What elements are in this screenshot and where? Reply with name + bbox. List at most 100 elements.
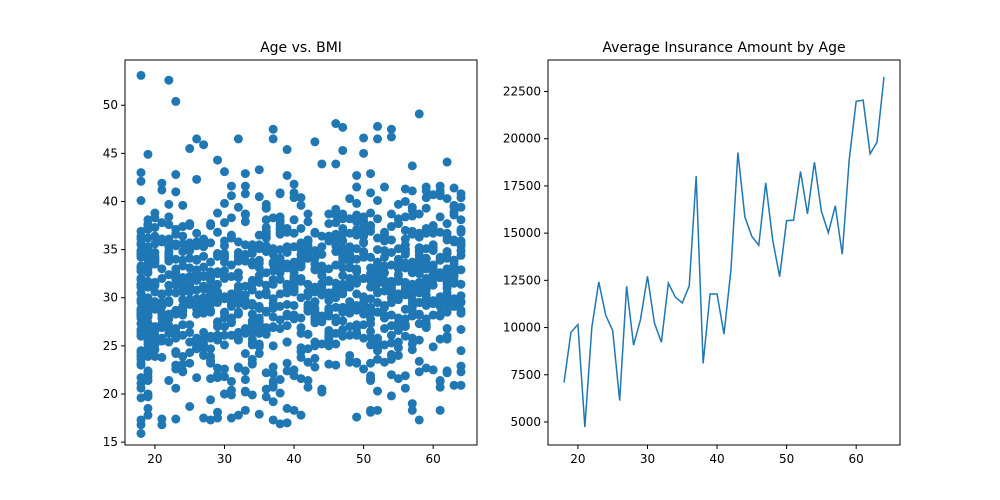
scatter-point (442, 299, 452, 309)
scatter-point (164, 212, 174, 222)
scatter-point (268, 397, 278, 407)
scatter-point (386, 222, 396, 232)
scatter-point (303, 279, 313, 289)
scatter-point (303, 291, 313, 301)
scatter-point (178, 295, 188, 305)
scatter-point (268, 312, 278, 322)
scatter-point (219, 198, 229, 208)
scatter-point (268, 124, 278, 134)
scatter-point (143, 221, 153, 231)
scatter-point (400, 184, 410, 194)
scatter-point (143, 350, 153, 360)
scatter-point (206, 257, 216, 267)
scatter-point (379, 357, 389, 367)
scatter-point (296, 238, 306, 248)
scatter-point (414, 310, 424, 320)
scatter-point (449, 207, 459, 217)
scatter-point (171, 254, 181, 264)
scatter-point (407, 399, 417, 409)
scatter-point (185, 253, 195, 263)
scatter-point (199, 308, 209, 318)
scatter-point (317, 315, 327, 325)
scatter-point (171, 229, 181, 239)
scatter-point (199, 234, 209, 244)
scatter-point (338, 223, 348, 233)
scatter-point (449, 183, 459, 193)
scatter-point (261, 306, 271, 316)
scatter-point (359, 364, 369, 374)
scatter-point (143, 366, 153, 376)
scatter-point (185, 287, 195, 297)
scatter-point (296, 410, 306, 420)
scatter-point (240, 240, 250, 250)
scatter-point (386, 338, 396, 348)
scatter-point (296, 223, 306, 233)
scatter-point (275, 375, 285, 385)
scatter-point (219, 218, 229, 228)
line-y-tick-label: 10000 (503, 321, 541, 335)
scatter-point (386, 321, 396, 331)
scatter-point (233, 268, 243, 278)
scatter-point (393, 350, 403, 360)
scatter-point (310, 282, 320, 292)
scatter-point (171, 414, 181, 424)
scatter-point (386, 132, 396, 142)
scatter-point (366, 376, 376, 386)
scatter-point (421, 193, 431, 203)
scatter-point (136, 176, 146, 186)
scatter-point (324, 359, 334, 369)
scatter-point (192, 294, 202, 304)
scatter-point (199, 413, 209, 423)
scatter-point (233, 307, 243, 317)
scatter-point (407, 226, 417, 236)
scatter-point (393, 199, 403, 209)
scatter-point (338, 316, 348, 326)
scatter-point (435, 311, 445, 321)
scatter-point (226, 181, 236, 191)
scatter-point (150, 254, 160, 264)
scatter-point (261, 241, 271, 251)
scatter-point (143, 327, 153, 337)
scatter-point (261, 368, 271, 378)
scatter-point (393, 254, 403, 264)
scatter-y-tick-label: 15 (103, 435, 118, 449)
scatter-plot-frame (124, 59, 478, 446)
scatter-point (303, 217, 313, 227)
scatter-point (185, 402, 195, 411)
scatter-point (317, 249, 327, 259)
scatter-point (317, 159, 327, 169)
scatter-point (331, 236, 341, 246)
scatter-point (428, 190, 438, 200)
scatter-point (310, 362, 320, 372)
scatter-point (136, 246, 146, 256)
scatter-point (171, 239, 181, 249)
scatter-point (136, 298, 146, 308)
scatter-point (213, 155, 223, 165)
scatter-point (213, 279, 223, 289)
scatter-point (331, 360, 341, 370)
scatter-point (240, 328, 250, 338)
scatter-point (206, 351, 216, 361)
scatter-point (150, 248, 160, 257)
scatter-point (192, 238, 202, 248)
scatter-point (157, 273, 167, 283)
scatter-point (178, 351, 188, 361)
scatter-point (345, 357, 355, 367)
scatter-point (331, 302, 341, 312)
scatter-point (261, 233, 271, 243)
scatter-point (379, 275, 389, 285)
scatter-point (261, 290, 271, 300)
scatter-point (178, 305, 188, 315)
scatter-point (428, 365, 438, 375)
scatter-point (136, 196, 146, 206)
scatter-point (421, 321, 431, 331)
scatter-point (247, 277, 257, 287)
scatter-point (192, 174, 202, 184)
scatter-point (282, 309, 292, 319)
scatter-point (164, 376, 174, 386)
scatter-point (359, 148, 369, 158)
scatter-point (143, 392, 153, 402)
scatter-point (373, 288, 383, 298)
scatter-point (449, 255, 459, 265)
scatter-point (338, 236, 348, 246)
